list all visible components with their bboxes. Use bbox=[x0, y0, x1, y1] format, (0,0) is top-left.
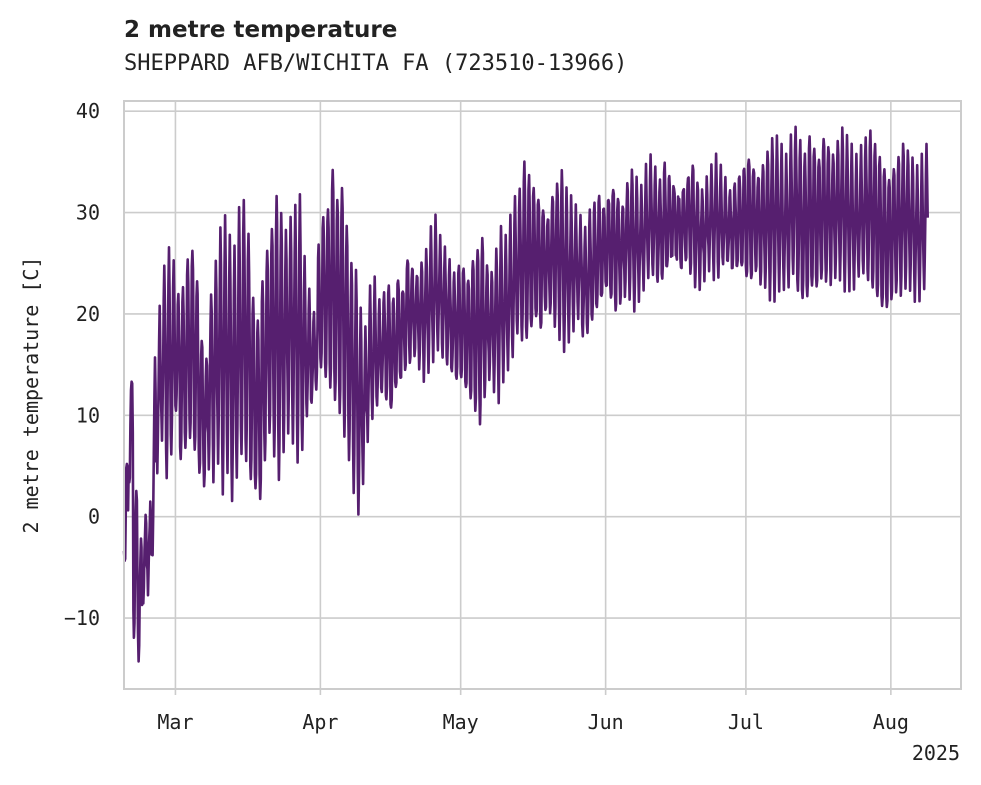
y-tick-label: −10 bbox=[64, 606, 100, 630]
x-tick-label: Jun bbox=[588, 710, 624, 734]
series-layer bbox=[122, 125, 929, 663]
x-tick-label: Apr bbox=[302, 710, 338, 734]
plot-frame bbox=[123, 100, 962, 690]
x-tick-label: Aug bbox=[873, 710, 909, 734]
y-gridlines bbox=[124, 110, 961, 619]
y-tick-label: 30 bbox=[76, 201, 100, 225]
y-tick-labels: −10 0 10 20 30 40 bbox=[64, 99, 100, 630]
x-tick-label: May bbox=[443, 710, 479, 734]
x-tick-label: Mar bbox=[157, 710, 193, 734]
x-axis-year-label: 2025 bbox=[912, 741, 960, 765]
y-tick-label: 20 bbox=[76, 302, 100, 326]
y-tick-label: 0 bbox=[88, 505, 100, 529]
x-tick-label: Jul bbox=[728, 710, 764, 734]
chart-subtitle: SHEPPARD AFB/WICHITA FA (723510-13966) bbox=[124, 51, 628, 76]
y-tick-label: 40 bbox=[76, 99, 100, 123]
temperature-series-line bbox=[122, 125, 929, 663]
y-tick-label: 10 bbox=[76, 403, 100, 427]
y-axis-label: 2 metre temperature [C] bbox=[19, 257, 43, 534]
chart-title: 2 metre temperature bbox=[124, 17, 398, 43]
x-tick-labels: Mar Apr May Jun Jul Aug bbox=[157, 710, 909, 734]
